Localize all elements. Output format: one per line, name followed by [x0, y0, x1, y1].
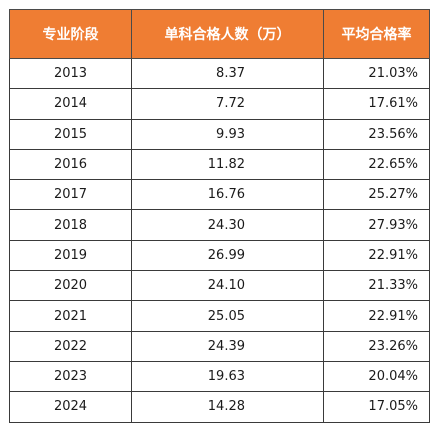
cell-year: 2024	[9, 391, 132, 423]
table-row: 2020 24.10 21.33%	[9, 270, 430, 302]
table-row: 2023 19.63 20.04%	[9, 360, 430, 393]
table-body: 2013 8.37 21.03% 2014 7.72 17.61% 2015 9.93 23.5…	[9, 57, 430, 423]
cell-pass-count: 11.82	[131, 148, 324, 181]
cell-pass-rate: 22.91%	[323, 300, 430, 332]
cell-pass-rate: 22.65%	[323, 148, 430, 181]
cell-year: 2017	[9, 179, 132, 211]
cell-pass-rate: 21.33%	[323, 270, 430, 302]
cell-year: 2021	[9, 300, 132, 332]
column-header-stage: 专业阶段	[9, 9, 132, 59]
cell-year: 2016	[9, 148, 132, 181]
cell-year: 2019	[9, 239, 132, 272]
table-row: 2019 26.99 22.91%	[9, 239, 430, 272]
cell-pass-rate: 25.27%	[323, 179, 430, 211]
column-header-pass-count: 单科合格人数（万）	[131, 9, 324, 59]
cell-pass-rate: 22.91%	[323, 239, 430, 272]
cell-pass-rate: 21.03%	[323, 57, 430, 90]
table-row: 2013 8.37 21.03%	[9, 57, 430, 90]
cell-pass-count: 14.28	[131, 391, 324, 423]
cell-pass-rate: 23.56%	[323, 118, 430, 150]
header-row: 专业阶段 单科合格人数（万） 平均合格率	[9, 9, 430, 59]
cell-pass-rate: 23.26%	[323, 330, 430, 362]
table-row: 2018 24.30 27.93%	[9, 209, 430, 241]
cell-year: 2018	[9, 209, 132, 241]
cell-pass-rate: 20.04%	[323, 360, 430, 393]
column-header-pass-rate: 平均合格率	[323, 9, 430, 59]
cell-pass-count: 7.72	[131, 88, 324, 120]
cell-year: 2020	[9, 270, 132, 302]
cell-year: 2015	[9, 118, 132, 150]
table-row: 2015 9.93 23.56%	[9, 118, 430, 150]
table-row: 2022 24.39 23.26%	[9, 330, 430, 362]
cell-pass-count: 25.05	[131, 300, 324, 332]
cell-year: 2014	[9, 88, 132, 120]
data-table-container: 专业阶段 单科合格人数（万） 平均合格率 2013 8.37 21.03% 2014 7…	[9, 9, 430, 423]
cell-pass-count: 8.37	[131, 57, 324, 90]
cell-year: 2013	[9, 57, 132, 90]
cell-year: 2022	[9, 330, 132, 362]
cell-pass-count: 24.10	[131, 270, 324, 302]
pass-rate-table: 专业阶段 单科合格人数（万） 平均合格率 2013 8.37 21.03% 2014 7…	[9, 9, 430, 423]
cell-pass-count: 26.99	[131, 239, 324, 272]
table-row: 2021 25.05 22.91%	[9, 300, 430, 332]
table-header: 专业阶段 单科合格人数（万） 平均合格率	[9, 9, 430, 59]
cell-pass-count: 9.93	[131, 118, 324, 150]
cell-pass-rate: 17.05%	[323, 391, 430, 423]
cell-pass-count: 24.39	[131, 330, 324, 362]
table-row: 2014 7.72 17.61%	[9, 88, 430, 120]
cell-pass-count: 19.63	[131, 360, 324, 393]
cell-pass-count: 16.76	[131, 179, 324, 211]
cell-year: 2023	[9, 360, 132, 393]
table-row: 2017 16.76 25.27%	[9, 179, 430, 211]
table-row: 2016 11.82 22.65%	[9, 148, 430, 181]
cell-pass-rate: 27.93%	[323, 209, 430, 241]
table-row: 2024 14.28 17.05%	[9, 391, 430, 423]
cell-pass-count: 24.30	[131, 209, 324, 241]
cell-pass-rate: 17.61%	[323, 88, 430, 120]
